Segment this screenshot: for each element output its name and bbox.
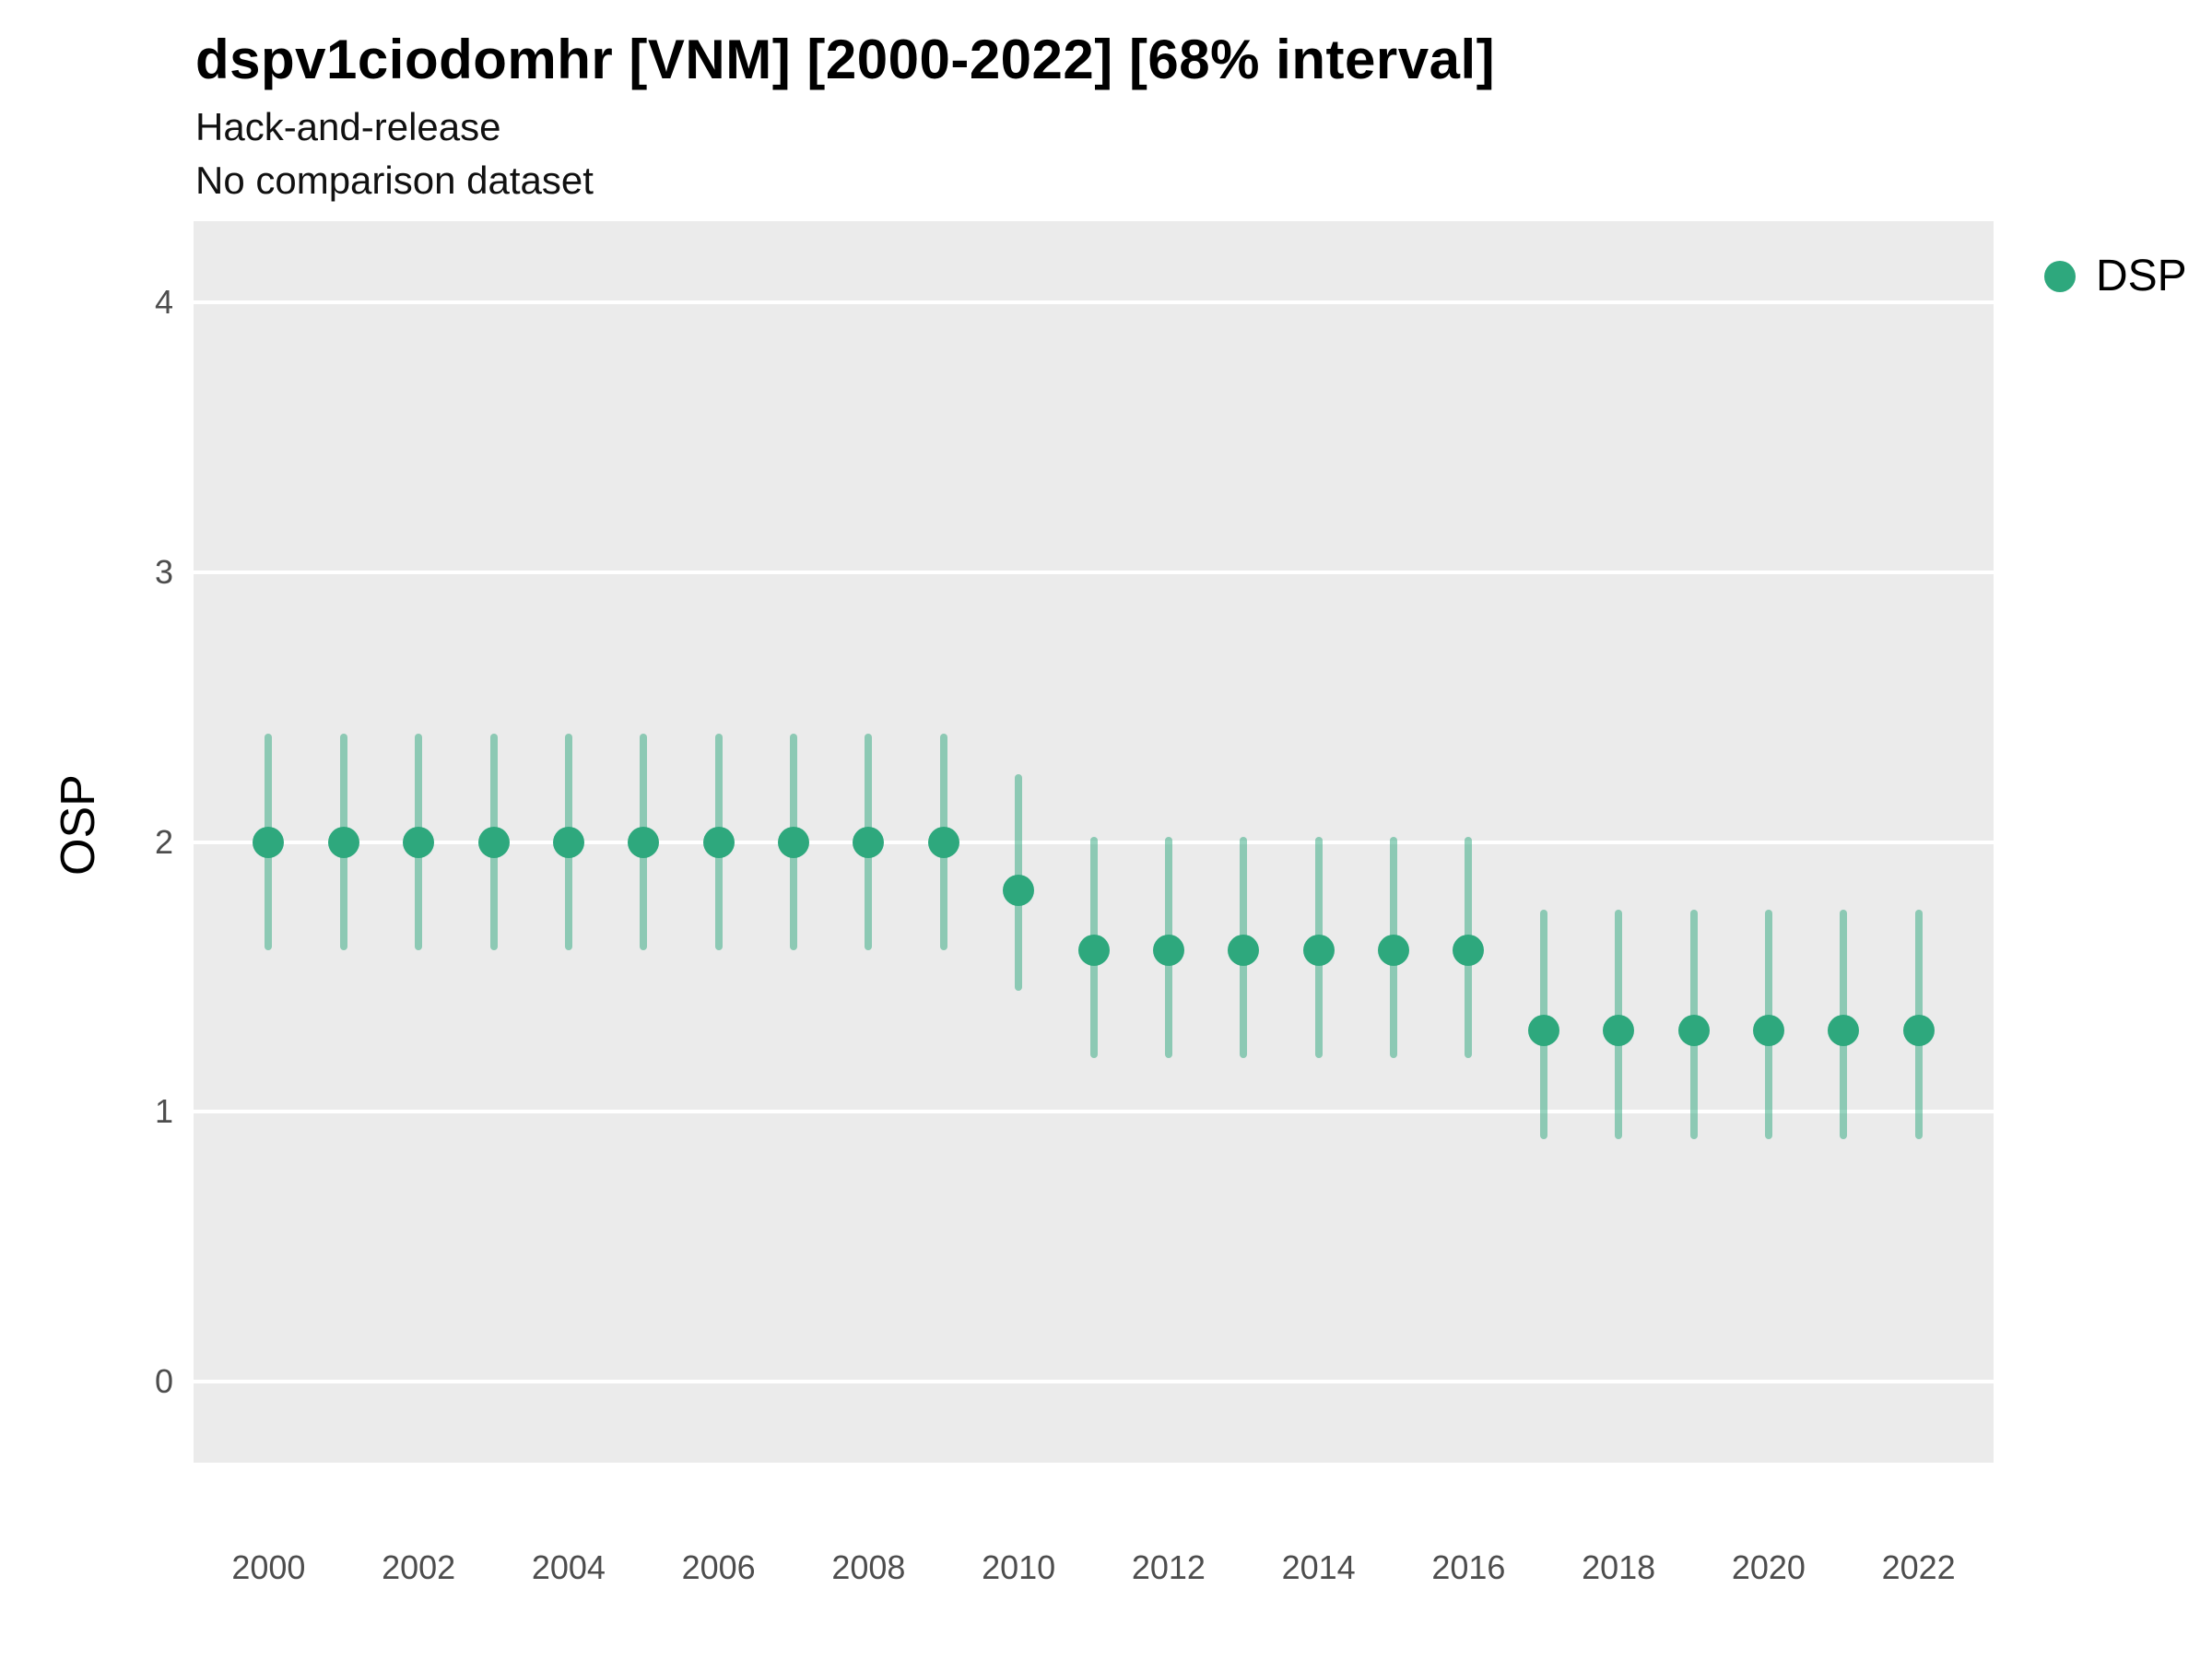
gridline-y-3 xyxy=(194,570,1994,574)
gridline-y-1 xyxy=(194,1110,1994,1114)
x-tick-label-2008: 2008 xyxy=(831,1548,906,1586)
data-point-2014 xyxy=(1302,934,1335,966)
data-point-2012 xyxy=(1152,934,1184,966)
x-tick-label-2018: 2018 xyxy=(1582,1548,1656,1586)
data-point-2015 xyxy=(1378,934,1409,966)
x-tick-label-2010: 2010 xyxy=(982,1548,1056,1586)
data-point-2001 xyxy=(327,826,359,858)
gridline-y-4 xyxy=(194,300,1994,304)
data-point-2008 xyxy=(853,826,885,858)
data-point-2007 xyxy=(778,826,809,858)
legend-dsp-swatch-icon xyxy=(2044,260,2076,292)
data-point-2004 xyxy=(552,826,584,858)
y-tick-label-4: 4 xyxy=(154,282,173,321)
data-point-2019 xyxy=(1677,1015,1710,1047)
chart-title: dspv1ciodomhr [VNM] [2000-2022] [68% int… xyxy=(195,29,1496,90)
data-point-2006 xyxy=(702,826,735,858)
y-tick-label-1: 1 xyxy=(154,1092,173,1131)
chart-subtitle-line1: Hack-and-release xyxy=(195,105,501,148)
data-point-2009 xyxy=(927,826,959,858)
data-point-2013 xyxy=(1228,934,1260,966)
plot-area xyxy=(194,221,1994,1463)
chart-subtitle-line2: No comparison dataset xyxy=(195,159,594,202)
data-point-2022 xyxy=(1902,1015,1935,1047)
legend: DSP xyxy=(2044,251,2187,301)
data-point-2000 xyxy=(253,826,285,858)
data-point-2020 xyxy=(1752,1015,1784,1047)
data-point-2010 xyxy=(1003,875,1035,907)
gridline-y-0 xyxy=(194,1380,1994,1384)
x-tick-label-2002: 2002 xyxy=(382,1548,456,1586)
x-tick-label-2000: 2000 xyxy=(231,1548,306,1586)
x-tick-label-2020: 2020 xyxy=(1731,1548,1806,1586)
x-tick-label-2016: 2016 xyxy=(1431,1548,1506,1586)
data-point-2018 xyxy=(1603,1015,1635,1047)
data-point-2017 xyxy=(1527,1015,1559,1047)
y-tick-label-0: 0 xyxy=(154,1362,173,1401)
x-tick-label-2022: 2022 xyxy=(1881,1548,1956,1586)
data-point-2021 xyxy=(1828,1015,1860,1047)
x-tick-label-2014: 2014 xyxy=(1281,1548,1356,1586)
data-point-2016 xyxy=(1453,934,1485,966)
data-point-2005 xyxy=(628,826,660,858)
data-point-2003 xyxy=(477,826,510,858)
legend-dsp-label: DSP xyxy=(2096,252,2187,300)
y-tick-label-3: 3 xyxy=(154,552,173,591)
y-axis-title: OSP xyxy=(51,774,105,876)
x-tick-label-2006: 2006 xyxy=(681,1548,756,1586)
data-point-2011 xyxy=(1077,934,1110,966)
x-tick-label-2012: 2012 xyxy=(1131,1548,1206,1586)
data-point-2002 xyxy=(403,826,435,858)
x-tick-label-2004: 2004 xyxy=(531,1548,606,1586)
y-tick-label-2: 2 xyxy=(154,822,173,861)
